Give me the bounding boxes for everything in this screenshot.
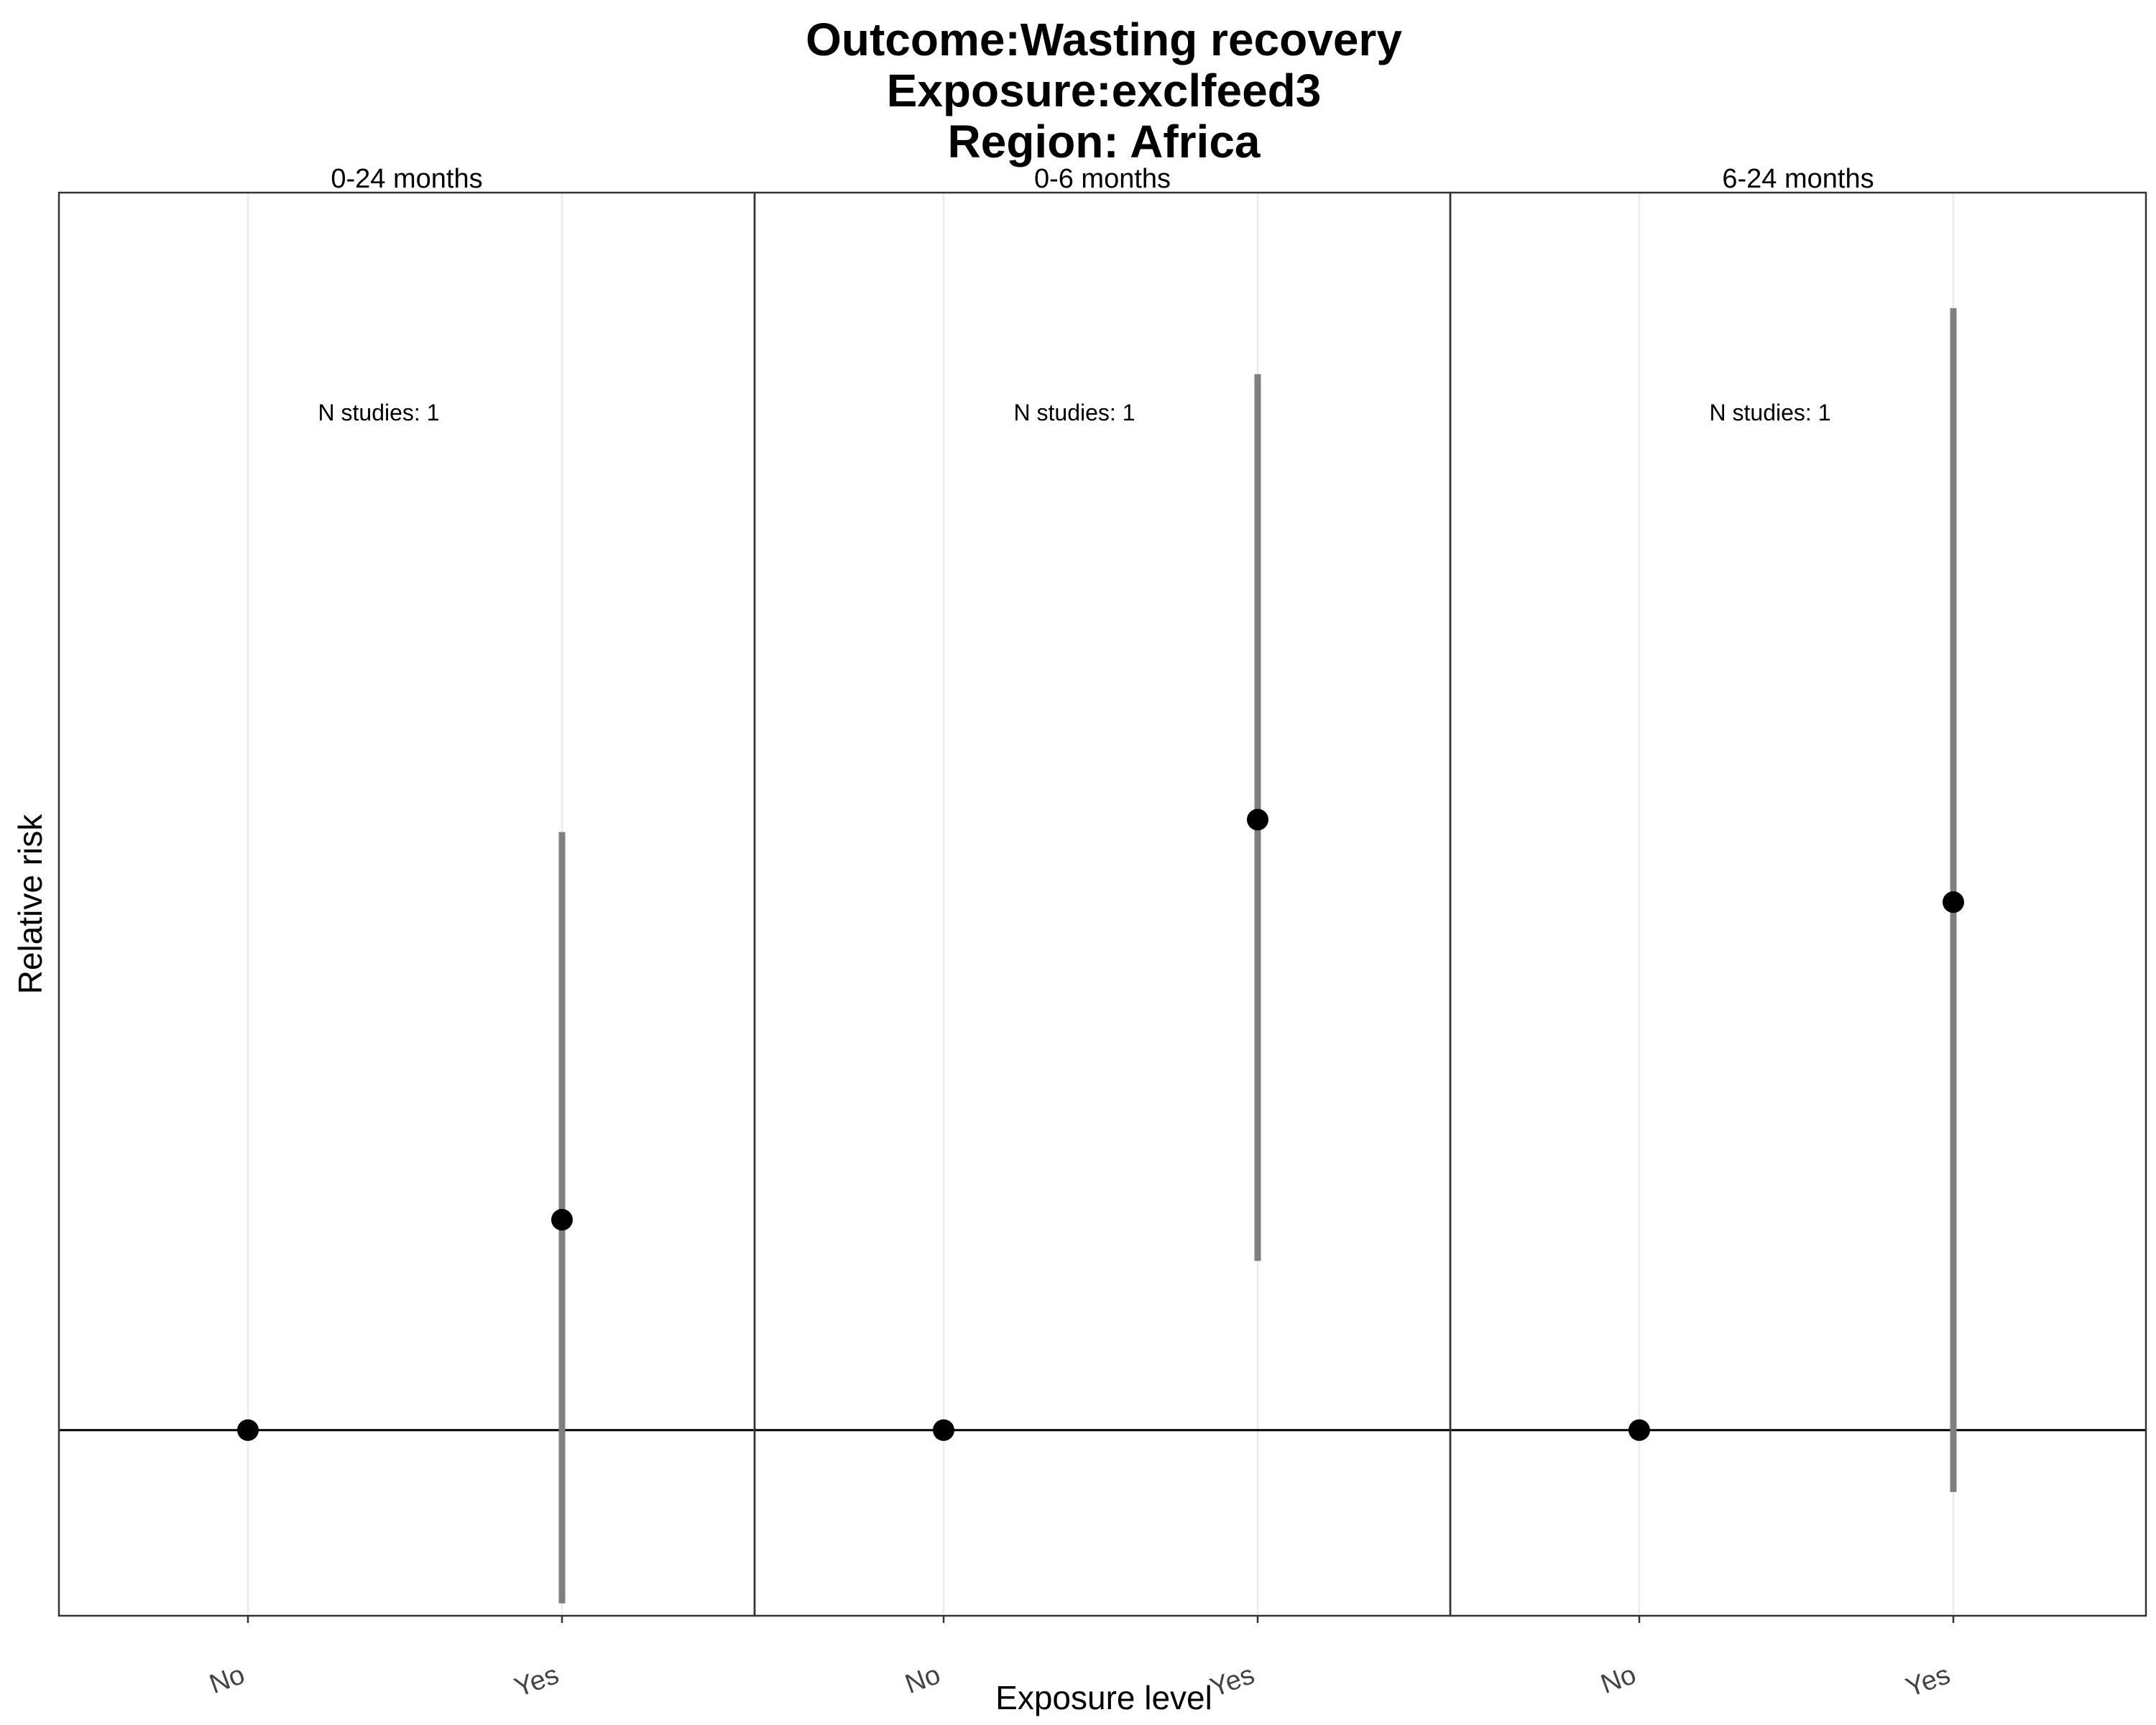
facet-panel-2: 0-6 months N studies: 1 No Yes (753, 164, 1452, 1703)
point-estimate (1247, 809, 1268, 831)
panel-strip-label: 0-6 months (1034, 164, 1171, 194)
facet-panels: 0-24 months N studies: 1 No Yes 0-6 months N … (57, 164, 2147, 1703)
point-estimate (551, 1209, 573, 1231)
x-tick-label: Yes (1206, 1660, 1258, 1703)
title-line-1: Outcome:Wasting recovery (806, 14, 1402, 65)
n-studies-annotation: N studies: 1 (318, 400, 440, 426)
x-tick-label: No (901, 1660, 944, 1700)
x-tick-label: No (1597, 1660, 1640, 1700)
point-estimate (1943, 891, 1964, 914)
point-estimate (237, 1419, 259, 1441)
chart-title: Outcome:Wasting recovery Exposure:exclfe… (806, 14, 1402, 167)
panel-border (1449, 191, 2147, 1617)
x-axis-title: Exposure level (995, 1679, 1212, 1716)
y-axis-title: Relative risk (11, 814, 49, 995)
n-studies-annotation: N studies: 1 (1014, 400, 1135, 426)
title-line-2: Exposure:exclfeed3 (887, 65, 1322, 116)
x-tick-label: No (206, 1660, 249, 1700)
title-line-3: Region: Africa (948, 116, 1261, 167)
x-tick-label: Yes (510, 1660, 563, 1703)
panel-strip-label: 0-24 months (331, 164, 482, 194)
panel-strip-label: 6-24 months (1722, 164, 1874, 194)
x-tick-label: Yes (1902, 1660, 1954, 1703)
point-estimate (1628, 1419, 1650, 1441)
n-studies-annotation: N studies: 1 (1710, 400, 1831, 426)
point-estimate (933, 1419, 954, 1441)
facet-panel-1: 0-24 months N studies: 1 No Yes (57, 164, 756, 1703)
facet-panel-3: 6-24 months N studies: 1 No Yes (1449, 164, 2147, 1703)
